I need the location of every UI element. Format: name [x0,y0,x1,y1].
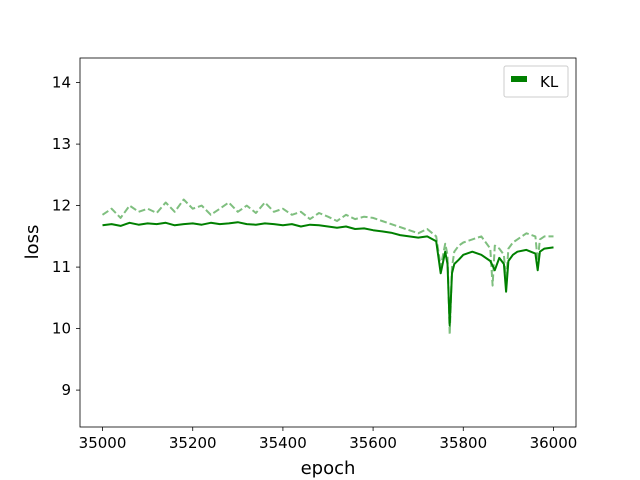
series-line-dashed [101,198,554,336]
y-tick-label: 10 [52,320,71,338]
x-axis-label: epoch [301,458,356,479]
y-tick-label: 11 [52,258,71,276]
y-tick-label: 14 [52,74,71,92]
y-tick-label: 12 [52,197,71,215]
x-tick-label: 36000 [530,434,578,452]
legend-box [503,65,569,98]
legend: KL [503,65,569,98]
series-layer [101,198,554,336]
x-tick-label: 35400 [259,434,307,452]
y-tick-label: 13 [52,135,71,153]
y-tick-label: 9 [61,381,71,399]
legend-label-kl: KL [540,73,559,91]
x-tick-label: 35200 [169,434,217,452]
series-line-solid [102,221,554,327]
plot-frame [79,57,577,428]
y-axis-label: loss [22,225,43,260]
legend-swatch-kl [511,76,527,82]
y-axis-ticks: 9 10 11 12 13 14 [52,74,80,399]
x-tick-label: 35000 [79,434,127,452]
x-tick-label: 35600 [349,434,397,452]
x-axis-ticks: 35000 35200 35400 35600 35800 36000 [79,427,578,452]
x-tick-label: 35800 [439,434,487,452]
